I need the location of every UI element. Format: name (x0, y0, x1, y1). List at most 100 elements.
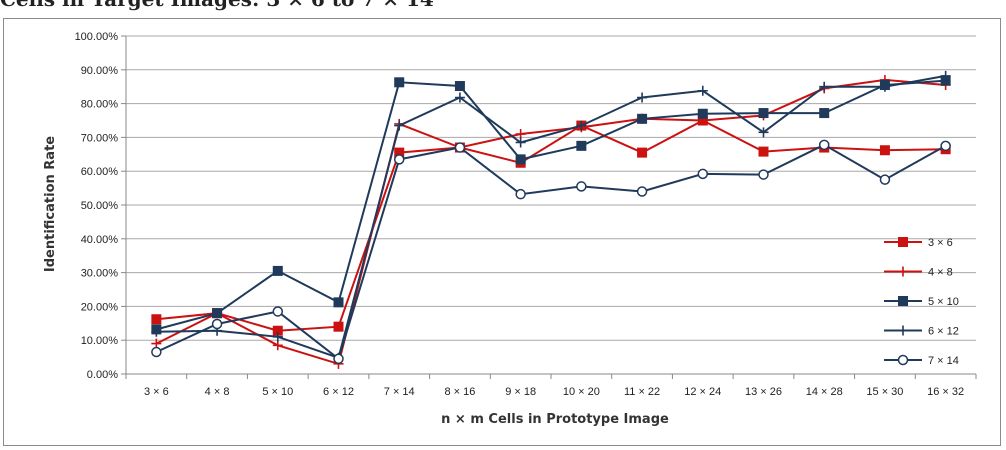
y-tick-label: 20.00% (81, 301, 119, 313)
data-point (272, 331, 283, 342)
data-point (879, 81, 890, 92)
series-line (155, 143, 947, 361)
y-tick-label: 0.00% (87, 369, 118, 381)
y-tick-label: 90.00% (81, 65, 119, 77)
data-point (211, 318, 223, 330)
x-tick-label: 11 × 22 (624, 386, 660, 398)
data-point (758, 108, 769, 119)
x-tick-label: 5 × 10 (262, 386, 293, 398)
x-tick-label: 15 × 30 (866, 386, 903, 398)
data-point (394, 77, 405, 88)
data-point (515, 137, 526, 148)
data-point (697, 85, 708, 96)
data-point (333, 297, 344, 308)
legend-marker (898, 266, 908, 277)
data-point (697, 168, 709, 180)
x-tick-label: 6 × 12 (323, 386, 354, 398)
data-point (637, 92, 648, 103)
legend-marker (898, 237, 908, 247)
legend-entry: 5 × 10 (884, 296, 959, 308)
data-point (576, 120, 587, 131)
legend: 3 × 6 4 × 8 5 × 10 6 × 12 7 × 14 (884, 237, 959, 367)
data-point (515, 188, 526, 200)
series-line (156, 74, 946, 360)
series-line (155, 78, 946, 366)
data-point (151, 326, 162, 337)
data-point (454, 81, 465, 92)
y-tick-label: 10.00% (81, 335, 119, 347)
data-point (819, 108, 830, 119)
x-tick-label: 16 × 32 (927, 386, 964, 398)
series-4 (151, 70, 951, 363)
legend-label: 7 × 14 (928, 355, 959, 367)
series-line (156, 119, 946, 332)
legend-entry: 4 × 8 (884, 266, 953, 279)
y-tick-label: 100.00% (75, 31, 119, 43)
data-point (394, 120, 405, 131)
x-axis-ticks: 3 × 6 4 × 8 5 × 10 6 × 12 7 × 14 8 × 16 9 × 18… (144, 386, 964, 398)
data-point (333, 353, 344, 365)
data-point (637, 147, 648, 158)
y-tick-label: 70.00% (81, 132, 119, 144)
line-chart: 0.00% 10.00% 20.00% 30.00% 40.00% 50.00% 60.00… (43, 31, 977, 427)
data-point (272, 306, 284, 317)
x-tick-label: 13 × 26 (745, 386, 782, 398)
legend-label: 5 × 10 (928, 296, 959, 308)
data-point (576, 181, 587, 192)
series-lines (151, 70, 951, 369)
data-point (272, 265, 283, 276)
x-tick-label: 8 × 16 (444, 386, 475, 398)
x-tick-label: 4 × 8 (205, 386, 230, 398)
data-point (393, 154, 405, 165)
legend-marker (897, 354, 909, 366)
x-tick-label: 10 × 20 (563, 386, 600, 398)
series-line (156, 79, 946, 331)
data-point (879, 145, 890, 156)
series-2 (151, 74, 951, 369)
figure-caption: Cells in Target Images: 3 × 6 to 7 × 14 (0, 0, 434, 11)
data-point (819, 81, 830, 92)
data-point (454, 92, 465, 103)
data-point (515, 129, 526, 140)
data-point (272, 340, 283, 351)
data-point (818, 139, 830, 151)
y-axis-title: Identification Rate (43, 136, 58, 272)
data-point (940, 70, 951, 81)
x-tick-label: 14 × 28 (806, 386, 843, 398)
y-axis-ticks: 0.00% 10.00% 20.00% 30.00% 40.00% 50.00% 60.00… (75, 31, 119, 381)
x-axis-title: n × m Cells in Prototype Image (441, 412, 669, 427)
x-tick-label: 3 × 6 (144, 386, 169, 398)
y-tick-label: 60.00% (81, 166, 119, 178)
data-point (758, 146, 769, 157)
legend-marker (898, 325, 908, 336)
data-point (454, 142, 466, 153)
y-tick-label: 30.00% (81, 268, 119, 280)
legend-label: 4 × 8 (928, 267, 953, 279)
legend-entry: 6 × 12 (884, 325, 959, 338)
y-tick-label: 80.00% (81, 99, 119, 111)
data-point (333, 321, 344, 332)
data-point (151, 346, 162, 358)
x-tick-label: 9 × 18 (505, 386, 536, 398)
legend-label: 3 × 6 (928, 237, 953, 249)
data-point (940, 140, 951, 152)
data-point (515, 154, 526, 165)
data-point (758, 127, 769, 138)
legend-entry: 3 × 6 (884, 237, 953, 249)
data-point (636, 186, 648, 197)
data-point (879, 174, 891, 185)
data-point (576, 140, 587, 151)
series-5 (151, 139, 951, 365)
data-point (151, 314, 162, 325)
data-point (394, 147, 405, 158)
y-tick-label: 50.00% (81, 200, 119, 212)
x-tick-label: 12 × 24 (684, 386, 721, 398)
data-point (272, 325, 283, 336)
data-point (637, 113, 648, 124)
y-tick-label: 40.00% (81, 234, 119, 246)
x-tick-label: 7 × 14 (384, 386, 415, 398)
legend-label: 6 × 12 (928, 326, 959, 338)
data-point (212, 308, 223, 319)
chart-frame: 0.00% 10.00% 20.00% 30.00% 40.00% 50.00% 60.00… (3, 18, 1001, 446)
legend-entry: 7 × 14 (884, 354, 959, 367)
